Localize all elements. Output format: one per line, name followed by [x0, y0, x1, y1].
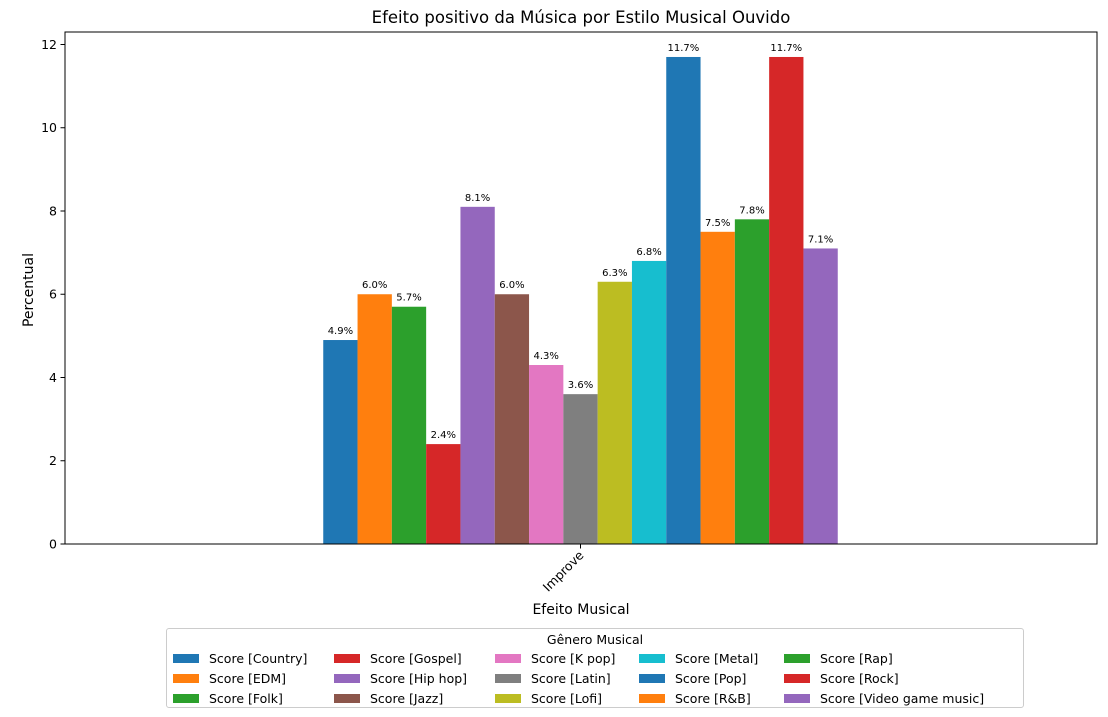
data-label: 6.0% [499, 280, 524, 291]
legend-label: Score [Rock] [820, 670, 899, 686]
bar-score-rap [734, 219, 770, 544]
legend-label: Score [Lofi] [531, 690, 603, 706]
data-label: 7.5% [705, 218, 730, 229]
bar-score-latin [563, 394, 598, 544]
legend-swatch [784, 693, 810, 703]
legend-item: Score [EDM] [173, 669, 286, 687]
legend-item: Score [Rap] [784, 649, 893, 667]
legend-label: Score [Metal] [675, 650, 759, 666]
data-label: 3.6% [568, 380, 593, 391]
bar-score-video-game-music [803, 248, 838, 544]
legend-title: Gênero Musical [546, 632, 644, 647]
legend-label: Score [Folk] [209, 690, 283, 706]
legend: Gênero Musical Score [Country] Score [EDM… [166, 628, 1024, 708]
bar-score-edm [357, 294, 392, 544]
legend-swatch [495, 693, 521, 703]
legend-label: Score [K pop] [531, 650, 616, 666]
legend-swatch [639, 673, 665, 683]
legend-swatch [639, 653, 665, 663]
y-axis-label: Percentual [21, 253, 37, 327]
legend-item: Score [Video game music] [784, 689, 984, 707]
legend-item: Score [Latin] [495, 669, 611, 687]
data-label: 4.3% [533, 351, 558, 362]
legend-swatch [334, 673, 360, 683]
y-tick-label: 8 [49, 203, 57, 218]
legend-item: Score [Hip hop] [334, 669, 467, 687]
data-label: 7.1% [808, 234, 833, 245]
bar-score-folk [391, 306, 427, 544]
data-label: 6.3% [602, 268, 627, 279]
bar-score-gospel [426, 444, 461, 544]
data-label: 11.7% [668, 43, 700, 54]
legend-item: Score [Metal] [639, 649, 758, 667]
y-tick-label: 10 [41, 120, 57, 135]
x-tick-label: Improve [540, 547, 587, 594]
legend-item: Score [Pop] [639, 669, 746, 687]
data-label: 5.7% [396, 293, 421, 304]
bar-score-rock [769, 56, 804, 544]
legend-swatch [784, 673, 810, 683]
legend-swatch [639, 693, 665, 703]
bars-layer [323, 56, 838, 545]
legend-item: Score [Jazz] [334, 689, 443, 707]
legend-label: Score [EDM] [209, 670, 287, 686]
data-label: 8.1% [465, 193, 490, 204]
legend-label: Score [Rap] [820, 650, 893, 666]
legend-label: Score [Pop] [675, 670, 747, 686]
data-label: 6.8% [636, 247, 661, 258]
legend-swatch [495, 653, 521, 663]
legend-label: Score [Video game music] [820, 690, 985, 706]
data-labels-layer: 4.9% 6.0% 5.7% 2.4% 8.1% 6.0% 4.3% 3.6% 6.3% 6.8%… [328, 43, 834, 441]
legend-item: Score [Lofi] [495, 689, 602, 707]
bar-score-r-b [700, 231, 735, 545]
legend-item: Score [Gospel] [334, 649, 462, 667]
chart-title: Efeito positivo da Música por Estilo Mus… [372, 8, 791, 27]
legend-item: Score [Country] [173, 649, 307, 667]
data-label: 4.9% [328, 326, 353, 337]
y-tick-label: 0 [49, 537, 57, 552]
legend-swatch [173, 673, 199, 683]
legend-item: Score [R&B] [639, 689, 751, 707]
legend-swatch [173, 693, 199, 703]
legend-label: Score [Jazz] [370, 690, 444, 706]
legend-label: Score [R&B] [675, 690, 751, 706]
legend-item: Score [K pop] [495, 649, 615, 667]
legend-item: Score [Rock] [784, 669, 899, 687]
y-tick-label: 4 [49, 370, 57, 385]
bar-score-hip-hop [460, 206, 495, 544]
x-axis-label: Efeito Musical [532, 602, 629, 618]
legend-swatch [173, 653, 199, 663]
legend-label: Score [Hip hop] [370, 670, 468, 686]
bar-score-pop [666, 56, 701, 544]
data-label: 11.7% [770, 43, 802, 54]
bar-score-jazz [494, 294, 530, 544]
bar-score-country [323, 340, 358, 544]
legend-swatch [495, 673, 521, 683]
bar-score-lofi [597, 281, 632, 544]
legend-label: Score [Latin] [531, 670, 611, 686]
y-tick-label: 6 [49, 287, 57, 302]
legend-swatch [784, 653, 810, 663]
legend-swatch [334, 653, 360, 663]
legend-item: Score [Folk] [173, 689, 283, 707]
legend-label: Score [Country] [209, 650, 308, 666]
bar-score-metal [631, 260, 667, 544]
data-label: 7.8% [739, 205, 764, 216]
legend-label: Score [Gospel] [370, 650, 462, 666]
legend-swatch [334, 693, 360, 703]
data-label: 2.4% [431, 430, 456, 441]
y-tick-label: 2 [49, 453, 57, 468]
y-tick-label: 12 [41, 37, 57, 52]
data-label: 6.0% [362, 280, 387, 291]
bar-score-k-pop [529, 365, 564, 544]
